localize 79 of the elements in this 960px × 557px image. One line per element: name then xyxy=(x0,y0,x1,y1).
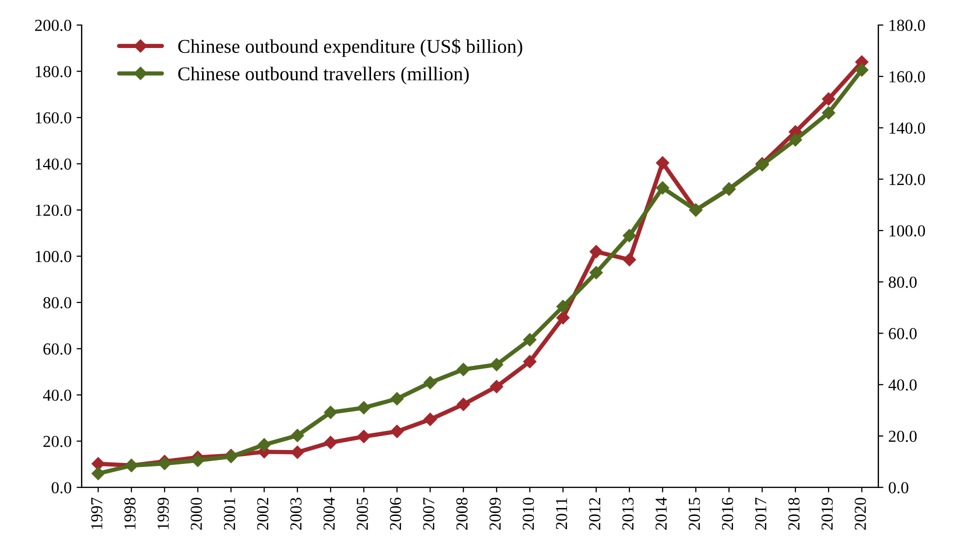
point xyxy=(556,311,570,324)
point xyxy=(324,406,338,419)
point xyxy=(357,430,370,444)
point xyxy=(424,412,437,426)
x-tick-label: 2002 xyxy=(257,498,268,530)
x-tick-label: 2006 xyxy=(390,498,402,530)
x-tick-label: 2000 xyxy=(190,498,202,530)
y-tick-label: 40.0 xyxy=(43,390,72,401)
x-tick-label: 2009 xyxy=(490,498,501,530)
point xyxy=(590,266,603,280)
point xyxy=(424,376,437,390)
x-tick-label: 2008 xyxy=(456,498,468,530)
x-tick-label: 2018 xyxy=(788,498,800,530)
y-tick-label: 100.0 xyxy=(36,250,72,262)
x-tick-label: 2003 xyxy=(290,498,302,530)
y2-tick-label: 0.0 xyxy=(888,482,908,494)
point xyxy=(92,466,105,480)
point xyxy=(92,457,105,470)
x-tick-label: 2012 xyxy=(589,498,600,530)
point xyxy=(490,358,504,372)
y2-tick-label: 60.0 xyxy=(888,328,917,340)
y-tick-label: 160.0 xyxy=(36,112,72,124)
y2-tick-label: 180.0 xyxy=(890,20,925,32)
y-tick-label: 0.0 xyxy=(52,482,72,494)
y2-tick-label: 100.0 xyxy=(890,225,925,237)
x-tick-label: 2020 xyxy=(854,498,866,530)
point xyxy=(622,229,636,242)
point xyxy=(523,333,536,346)
point xyxy=(556,300,570,314)
y-tick-label: 180.0 xyxy=(36,66,72,78)
x-tick-label: 1997 xyxy=(91,498,102,529)
y2-tick-label: 20.0 xyxy=(888,430,917,442)
x-tick-label: 2015 xyxy=(688,498,700,530)
y2-tick-label: 40.0 xyxy=(888,379,917,391)
point xyxy=(324,436,338,450)
x-tick-label: 2010 xyxy=(522,498,534,530)
x-tick-label: 2007 xyxy=(423,498,434,530)
y-tick-label: 20.0 xyxy=(43,436,72,448)
point xyxy=(390,392,404,406)
legend-label: Chinese outbound expenditure (US$ billion) xyxy=(178,38,522,57)
y-tick-label: 60.0 xyxy=(43,343,72,355)
y2-tick-label: 160.0 xyxy=(890,71,925,82)
legend-label: Chinese outbound travellers (million) xyxy=(178,66,469,84)
y-tick-label: 200.0 xyxy=(35,20,72,32)
y-tick-label: 140.0 xyxy=(36,158,72,170)
point xyxy=(357,401,370,414)
y-tick-label: 80.0 xyxy=(43,297,72,308)
point xyxy=(523,355,536,368)
point xyxy=(822,106,836,120)
point xyxy=(191,454,204,467)
y-tick-label: 120.0 xyxy=(36,204,72,216)
x-tick-label: 2001 xyxy=(224,498,236,530)
point xyxy=(456,398,470,411)
y2-tick-label: 120.0 xyxy=(890,174,925,186)
x-tick-label: 2019 xyxy=(822,498,833,530)
point xyxy=(855,63,868,77)
point xyxy=(390,424,404,438)
y2-tick-label: 80.0 xyxy=(888,276,917,288)
point xyxy=(788,133,802,146)
x-tick-label: 2011 xyxy=(556,498,568,530)
x-tick-label: 1998 xyxy=(124,498,136,529)
point xyxy=(290,446,304,459)
x-tick-label: 2004 xyxy=(324,497,335,530)
point xyxy=(290,428,304,442)
point xyxy=(822,92,836,106)
x-tick-label: 2016 xyxy=(722,498,734,530)
x-tick-label: 2017 xyxy=(755,498,766,530)
point xyxy=(456,362,470,376)
y2-tick-label: 140.0 xyxy=(890,122,925,134)
point xyxy=(656,181,670,194)
x-tick-label: 1999 xyxy=(158,498,169,529)
point xyxy=(490,380,504,394)
x-tick-label: 2005 xyxy=(356,498,368,530)
x-tick-label: 2014 xyxy=(656,497,667,530)
point xyxy=(622,253,636,266)
point xyxy=(656,156,670,170)
point xyxy=(590,245,603,258)
x-tick-label: 2013 xyxy=(622,498,634,530)
point xyxy=(258,438,271,452)
